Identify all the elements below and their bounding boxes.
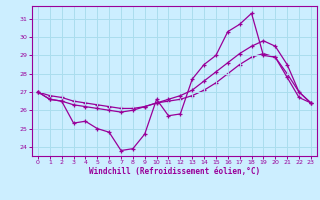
X-axis label: Windchill (Refroidissement éolien,°C): Windchill (Refroidissement éolien,°C)	[89, 167, 260, 176]
